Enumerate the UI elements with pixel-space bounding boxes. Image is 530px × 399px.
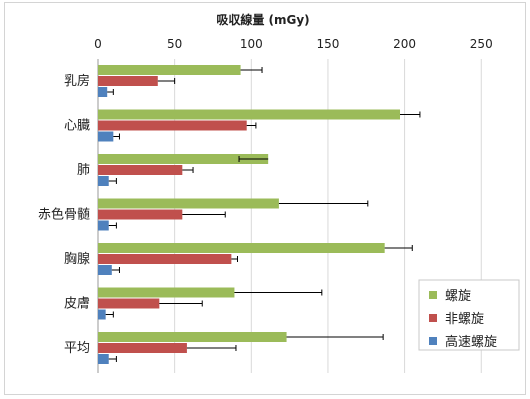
- bar: [98, 176, 109, 186]
- bar: [98, 343, 187, 353]
- bar: [98, 254, 232, 264]
- bar: [98, 87, 108, 97]
- category-label: 平均: [64, 341, 90, 356]
- legend-swatch: [429, 291, 437, 299]
- category-label: 肺: [77, 163, 90, 178]
- bar: [98, 120, 247, 131]
- bar: [98, 265, 112, 275]
- x-tick-label: 250: [470, 37, 493, 51]
- legend-label: 非螺旋: [445, 312, 484, 327]
- category-label: 赤色骨髄: [38, 207, 90, 223]
- bar: [98, 165, 183, 175]
- x-tick-label: 150: [316, 37, 339, 51]
- bar: [98, 298, 160, 309]
- legend-label: 螺旋: [445, 289, 471, 304]
- bar-chart: 吸収線量 (mGy) 0 50 100 150 200 250 乳房心臓肺赤色骨髄胸腺皮膚…: [38, 12, 520, 373]
- category-label: 皮膚: [64, 296, 90, 312]
- bar: [98, 220, 109, 231]
- bar: [98, 287, 235, 298]
- bar: [98, 209, 183, 220]
- legend-swatch: [429, 314, 437, 322]
- bar: [98, 198, 279, 209]
- error-bars: [105, 67, 421, 362]
- bar: [98, 154, 269, 164]
- bar: [98, 109, 401, 120]
- bar: [98, 76, 158, 86]
- x-tick-label: 50: [167, 37, 182, 51]
- bar: [98, 309, 106, 320]
- x-tick-labels: 0 50 100 150 200 250: [94, 37, 493, 51]
- bar: [98, 332, 287, 342]
- x-tick-label: 200: [393, 37, 416, 51]
- x-tick-label: 0: [94, 37, 102, 51]
- category-label: 胸腺: [64, 252, 90, 267]
- x-tick-label: 100: [240, 37, 263, 51]
- bar: [98, 65, 241, 75]
- chart-frame: 吸収線量 (mGy) 0 50 100 150 200 250 乳房心臓肺赤色骨髄胸腺皮膚…: [4, 2, 526, 395]
- bar: [98, 243, 385, 253]
- category-label: 乳房: [64, 73, 90, 89]
- bar: [98, 131, 114, 142]
- x-axis-title: 吸収線量 (mGy): [216, 12, 309, 27]
- category-label: 心臓: [64, 119, 90, 134]
- legend-swatch: [429, 337, 437, 345]
- bars: [98, 65, 401, 364]
- legend-label: 高速螺旋: [445, 334, 497, 350]
- bar: [98, 354, 109, 364]
